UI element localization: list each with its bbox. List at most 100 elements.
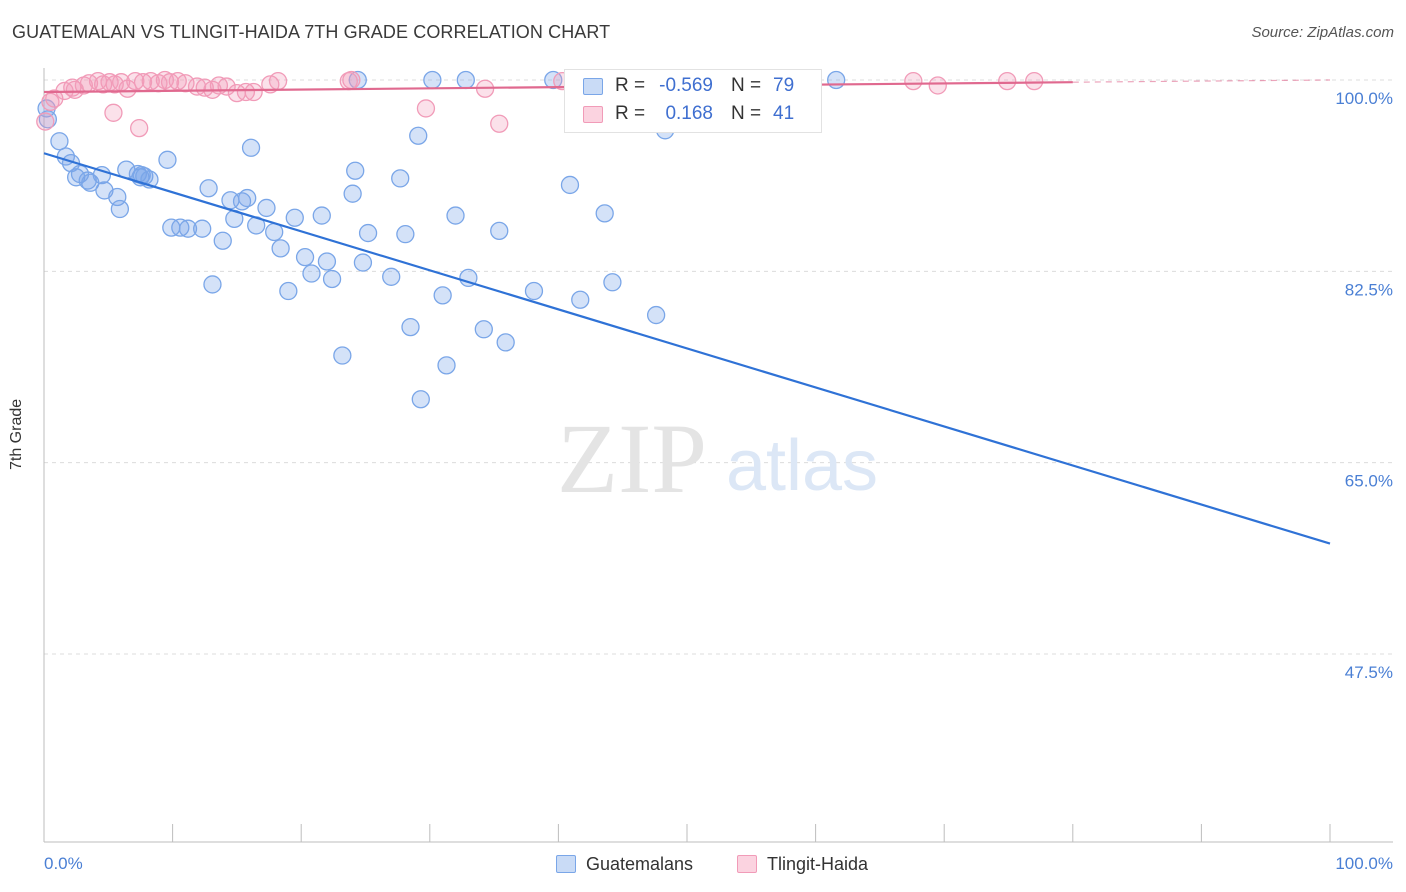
- guatemalans-point-1: [38, 110, 58, 129]
- guatemalans-point-39: [302, 264, 321, 283]
- guatemalans-point-24: [199, 179, 218, 198]
- guatemalans-point-19: [158, 150, 177, 169]
- tlingit-haida-point-42: [998, 71, 1017, 91]
- guatemalans-point-54: [433, 286, 452, 305]
- guatemalans-point-47: [358, 223, 378, 243]
- guatemalans-point-42: [322, 269, 342, 289]
- stats-legend: R = -0.569 N = 79 R = 0.168 N = 41: [564, 69, 822, 133]
- guatemalans-point-37: [285, 208, 304, 227]
- legend-n-label: N =: [731, 75, 762, 96]
- legend-swatch-tlingit-haida: [583, 105, 603, 123]
- guatemalans-point-44: [343, 184, 362, 203]
- legend-n-label: N =: [731, 103, 762, 124]
- chart-title: GUATEMALAN VS TLINGIT-HAIDA 7TH GRADE CO…: [12, 22, 611, 42]
- tlingit-haida-point-32: [104, 103, 123, 122]
- tlingit-haida-point-40: [904, 71, 923, 91]
- bottom-legend-swatch-guatemalans: [556, 855, 576, 873]
- tlingit-haida-trend-line: [43, 81, 1073, 94]
- y-tick-label-0: 100.0%: [1335, 89, 1393, 108]
- guatemalans-point-62: [560, 175, 580, 195]
- guatemalans-point-23: [193, 219, 212, 238]
- guatemalans-point-26: [213, 231, 232, 250]
- guatemalans-point-61: [524, 281, 544, 301]
- guatemalans-point-59: [490, 221, 509, 241]
- guatemalans-point-48: [382, 267, 401, 286]
- y-tick-label-3: 47.5%: [1345, 663, 1393, 682]
- bottom-legend-label-guatemalans: Guatemalans: [586, 853, 694, 874]
- bottom-legend-swatch-tlingit-haida: [737, 855, 757, 873]
- guatemalans-point-65: [603, 273, 622, 292]
- tlingit-haida-point-33: [130, 118, 149, 138]
- tlingit-haida-point-38: [490, 114, 509, 133]
- bottom-legend-tlingit-haida: Tlingit-Haida: [737, 852, 868, 876]
- watermark-zip: ZIP: [557, 403, 707, 514]
- legend-n-value: 41: [773, 103, 795, 124]
- guatemalans-point-2: [50, 132, 69, 151]
- trend-lines: [43, 79, 1331, 545]
- guatemalans-point-69: [423, 70, 442, 90]
- guatemalans-trend-line: [43, 152, 1331, 545]
- guatemalans-point-25: [203, 275, 222, 294]
- legend-r-value: 0.168: [665, 103, 713, 124]
- guatemalans-point-52: [409, 126, 428, 145]
- guatemalans-point-41: [317, 252, 337, 271]
- tlingit-haida-trend-extension: [1072, 79, 1331, 83]
- tlingit-haida-point-21: [176, 74, 195, 93]
- y-tick-label-1: 82.5%: [1345, 280, 1393, 299]
- guatemalans-point-36: [279, 281, 298, 301]
- tlingit-haida-point-35: [342, 70, 361, 90]
- legend-n-value: 79: [773, 75, 795, 96]
- guatemalans-point-55: [437, 356, 456, 375]
- tlingit-haida-point-36: [416, 99, 436, 118]
- tlingit-haida-point-13: [118, 79, 137, 98]
- legend-row-guatemalans: R = -0.569 N = 79: [565, 72, 794, 100]
- guatemalans-point-63: [571, 290, 590, 309]
- guatemalans-point-76: [827, 70, 846, 90]
- guatemalans-point-29: [232, 192, 252, 211]
- guatemalans-point-9: [92, 165, 112, 185]
- guatemalans-point-53: [411, 390, 430, 409]
- guatemalans-point-50: [396, 225, 415, 244]
- guatemalans-point-38: [295, 247, 315, 267]
- guatemalans-point-22: [178, 219, 198, 238]
- guatemalans-point-43: [333, 346, 352, 365]
- guatemalans-point-58: [474, 320, 493, 339]
- legend-r-label: R =: [615, 103, 646, 124]
- guatemalans-point-46: [353, 253, 373, 272]
- guatemalans-point-21: [171, 218, 190, 237]
- tlingit-haida-point-31: [268, 71, 288, 91]
- x-tick-label-min: 0.0%: [44, 854, 83, 873]
- source-credit: Source: ZipAtlas.com: [1251, 24, 1394, 41]
- data-points: [36, 70, 1044, 409]
- guatemalans-point-51: [401, 317, 420, 337]
- watermark-atlas: atlas: [726, 426, 878, 506]
- guatemalans-point-60: [496, 333, 515, 352]
- gridlines: [44, 79, 1393, 655]
- tlingit-haida-point-43: [1025, 71, 1044, 91]
- axes: [43, 68, 1393, 843]
- tlingit-haida-point-41: [928, 76, 947, 95]
- guatemalans-point-45: [346, 161, 365, 180]
- bottom-legend-guatemalans: Guatemalans: [556, 852, 693, 876]
- bottom-legend-label-tlingit-haida: Tlingit-Haida: [767, 853, 869, 874]
- legend-r-label: R =: [615, 75, 646, 96]
- guatemalans-point-12: [110, 199, 130, 219]
- y-tick-labels: 100.0% 82.5% 65.0% 47.5%: [1335, 89, 1393, 682]
- legend-swatch-guatemalans: [583, 77, 603, 95]
- tlingit-haida-point-2: [45, 89, 64, 108]
- guatemalans-point-70: [456, 70, 475, 90]
- guatemalans-point-56: [446, 206, 465, 225]
- guatemalans-point-66: [646, 305, 666, 325]
- guatemalans-point-30: [238, 188, 257, 208]
- guatemalans-point-57: [459, 268, 478, 288]
- tlingit-haida-point-28: [236, 82, 256, 102]
- guatemalans-point-64: [595, 204, 614, 223]
- x-tick-label-max: 100.0%: [1335, 854, 1393, 873]
- guatemalans-point-31: [241, 138, 261, 157]
- guatemalans-point-40: [312, 206, 331, 225]
- legend-r-value: -0.569: [659, 75, 713, 96]
- tlingit-haida-point-14: [126, 71, 145, 91]
- legend-row-tlingit-haida: R = 0.168 N = 41: [565, 100, 794, 128]
- guatemalans-point-49: [391, 169, 410, 188]
